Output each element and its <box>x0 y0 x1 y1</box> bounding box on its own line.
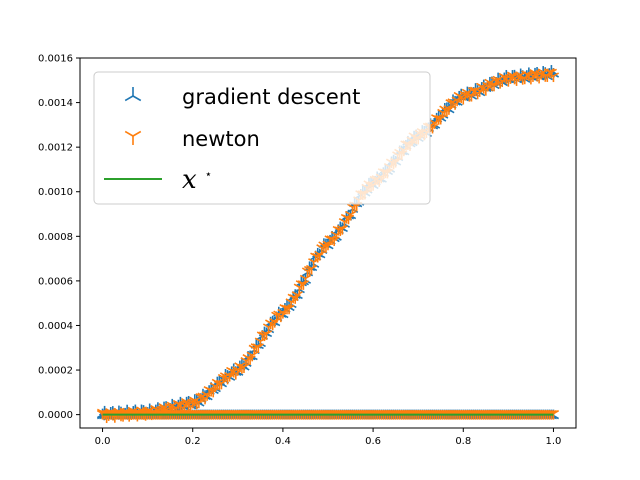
legend-label-gradient-descent: gradient descent <box>182 85 360 109</box>
curve-point <box>547 72 560 83</box>
legend-box <box>93 71 431 205</box>
x-tick-label: 0.0 <box>95 436 111 447</box>
x-tick-label: 0.4 <box>275 436 291 447</box>
legend-label-newton: newton <box>182 127 260 151</box>
legend-tri-up-icon <box>124 130 142 145</box>
y-tick-label: 0.0010 <box>38 187 73 198</box>
x-tick-label: 0.8 <box>455 436 471 447</box>
curve-point <box>291 291 303 301</box>
y-tick-label: 0.0012 <box>38 143 73 154</box>
legend-tri-down-icon <box>124 87 142 102</box>
legend-marker-newton <box>124 130 142 145</box>
x-tick-label: 1.0 <box>546 436 562 447</box>
y-tick-label: 0.0014 <box>38 98 73 109</box>
y-tick-label: 0.0006 <box>38 276 73 287</box>
legend: gradient descent newton x ⋆ <box>93 71 431 205</box>
legend-label-x-star: x ⋆ <box>182 165 212 195</box>
y-tick-label: 0.0002 <box>38 366 73 377</box>
y-axis: 0.0000 0.0002 0.0004 0.0006 0.0008 0.0010 0.00… <box>38 54 80 421</box>
axes-frame <box>79 57 577 429</box>
legend-marker-gradient-descent <box>124 87 142 102</box>
y-tick-label: 0.0016 <box>38 54 73 65</box>
series-newton <box>96 68 560 424</box>
y-tick-label: 0.0008 <box>38 232 73 243</box>
x-tick-label: 0.2 <box>185 436 201 447</box>
y-tick-label: 0.0004 <box>38 321 73 332</box>
y-tick-label: 0.0000 <box>38 410 73 421</box>
plot-area <box>96 65 560 424</box>
x-axis: 0.0 0.2 0.4 0.6 0.8 1.0 <box>95 428 562 447</box>
x-tick-label: 0.6 <box>365 436 381 447</box>
